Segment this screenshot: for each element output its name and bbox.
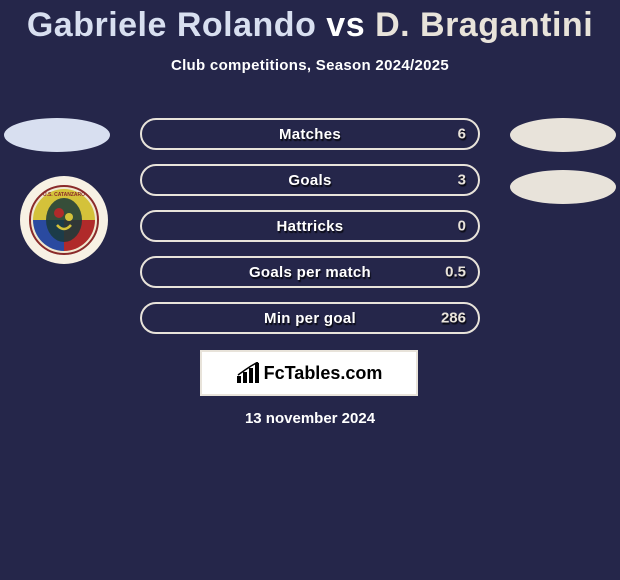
player2-ellipse-2 — [510, 170, 616, 204]
player2-ellipse-1 — [510, 118, 616, 152]
chart-icon — [236, 362, 260, 384]
logo-text: FcTables.com — [264, 363, 383, 384]
stat-row-hattricks: Hattricks 0 — [140, 210, 480, 242]
stat-label: Matches — [279, 126, 341, 143]
stat-right-value: 0 — [458, 218, 466, 235]
player1-club-crest: U.S. CATANZARO — [20, 176, 108, 264]
stat-label: Goals — [288, 172, 331, 189]
player1-name: Gabriele Rolando — [27, 6, 317, 44]
club-crest-icon: U.S. CATANZARO — [29, 185, 99, 255]
stat-right-value: 286 — [441, 310, 466, 327]
stats-container: Matches 6 Goals 3 Hattricks 0 Goals per … — [140, 118, 480, 348]
player1-ellipse — [4, 118, 110, 152]
date-text: 13 november 2024 — [0, 410, 620, 427]
svg-text:U.S. CATANZARO: U.S. CATANZARO — [43, 192, 85, 198]
stat-label: Hattricks — [277, 218, 344, 235]
player2-name: D. Bragantini — [375, 6, 593, 44]
stat-row-mpg: Min per goal 286 — [140, 302, 480, 334]
stat-right-value: 6 — [458, 126, 466, 143]
comparison-title: Gabriele Rolando vs D. Bragantini — [0, 0, 620, 45]
stat-right-value: 3 — [458, 172, 466, 189]
vs-text: vs — [326, 6, 365, 44]
fctables-logo[interactable]: FcTables.com — [200, 350, 418, 396]
stat-row-goals: Goals 3 — [140, 164, 480, 196]
stat-right-value: 0.5 — [445, 264, 466, 281]
subtitle: Club competitions, Season 2024/2025 — [0, 57, 620, 74]
stat-label: Goals per match — [249, 264, 371, 281]
stat-label: Min per goal — [264, 310, 356, 327]
stat-row-gpm: Goals per match 0.5 — [140, 256, 480, 288]
stat-row-matches: Matches 6 — [140, 118, 480, 150]
